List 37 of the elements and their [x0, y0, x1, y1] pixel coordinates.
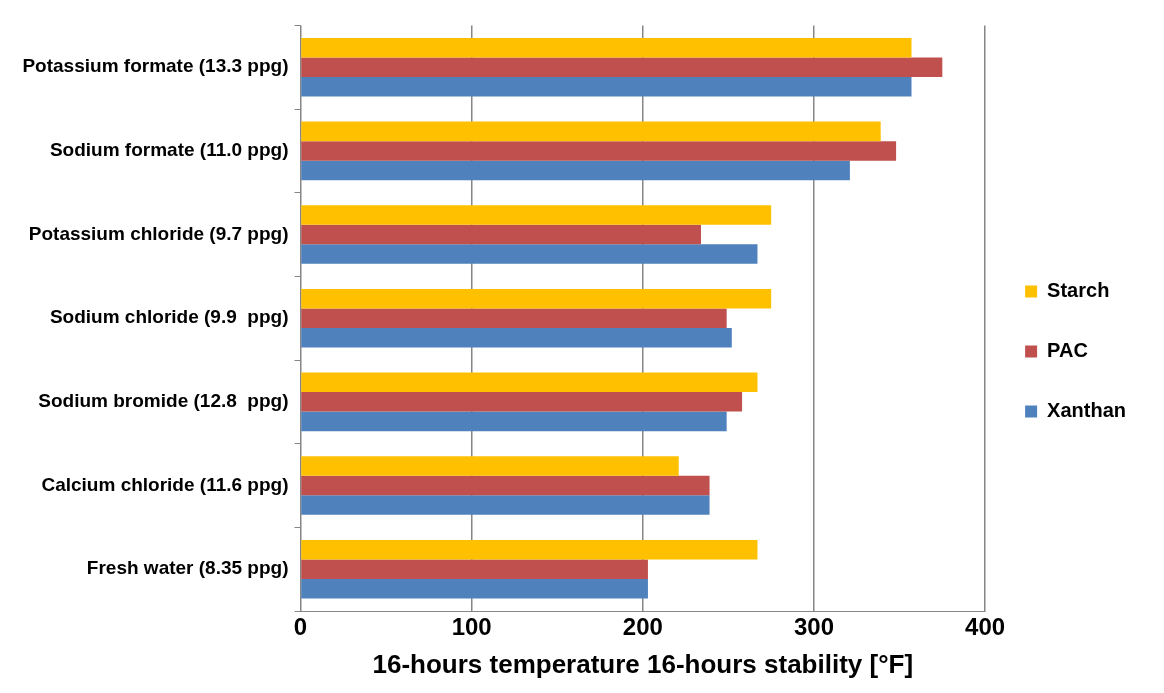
- bar: [301, 224, 701, 245]
- bar: [301, 160, 850, 181]
- bar: [301, 76, 912, 97]
- y-tick-label: Calcium chloride (11.6 ppg): [41, 473, 289, 495]
- bar: [301, 392, 743, 412]
- bar: [301, 141, 897, 161]
- bar: [301, 539, 758, 560]
- bar: [301, 57, 943, 77]
- legend-label: Xanthan: [1047, 399, 1127, 422]
- bar: [301, 578, 648, 599]
- bar: [301, 288, 772, 309]
- bar: [301, 475, 710, 496]
- bar: [301, 411, 727, 432]
- bar: [301, 308, 727, 328]
- bar: [301, 244, 758, 264]
- y-tick-label: Sodium formate (11.0 ppg): [49, 139, 289, 161]
- x-tick-label: 100: [451, 613, 492, 641]
- y-tick-label: Sodium chloride (9.9 ppg): [49, 306, 289, 328]
- x-axis-title: 16-hours temperature 16-hours stability [°F]: [372, 648, 914, 679]
- bar: [301, 37, 912, 58]
- bar: [301, 495, 710, 515]
- bar: [301, 327, 732, 348]
- y-tick-label: Potassium formate (13.3 ppg): [22, 55, 289, 77]
- x-tick-label: 300: [793, 613, 834, 641]
- bar: [301, 559, 648, 579]
- y-tick-label: Fresh water (8.35 ppg): [86, 557, 289, 579]
- bar: [301, 205, 772, 225]
- x-tick-label: 400: [965, 613, 1006, 641]
- x-tick-label: 200: [622, 613, 663, 641]
- legend-label: PAC: [1047, 339, 1088, 362]
- y-tick-label: Sodium bromide (12.8 ppg): [38, 390, 289, 412]
- legend-label: Starch: [1047, 279, 1110, 302]
- y-tick-label: Potassium chloride (9.7 ppg): [28, 222, 289, 244]
- bar: [301, 121, 881, 142]
- x-tick-label: 0: [293, 613, 308, 641]
- bar: [301, 456, 679, 476]
- bar: [301, 372, 758, 393]
